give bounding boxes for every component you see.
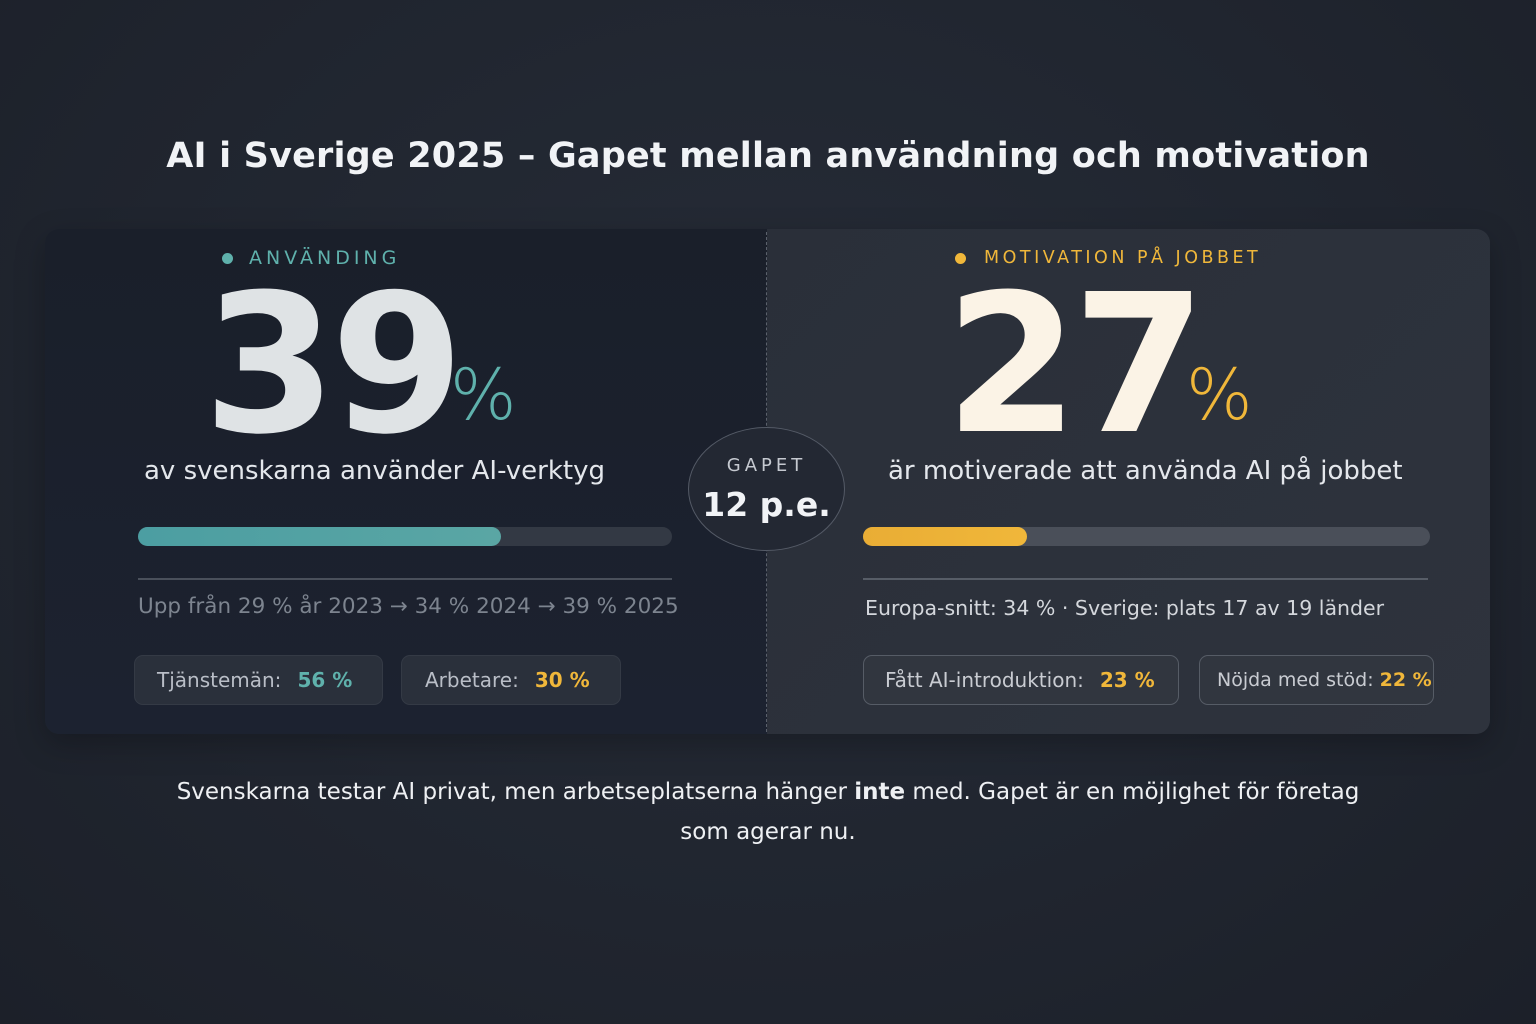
usage-progress-bar — [138, 527, 672, 546]
motivation-label-text: MOTIVATION PÅ JOBBET — [984, 248, 1262, 268]
gap-badge: GAPET 12 p.e. — [688, 427, 845, 551]
footer-line-2: som agerar nu. — [680, 819, 856, 845]
footer-text: Svenskarna testar AI privat, men arbetse… — [176, 779, 855, 805]
usage-description: av svenskarna använder AI-verktyg — [144, 456, 605, 486]
chip-label: Fått AI-introduktion: — [885, 668, 1084, 692]
footer-emphasis: inte — [854, 779, 906, 805]
chip-ai-introduktion: Fått AI-introduktion: 23 % — [863, 655, 1179, 705]
chip-arbetare: Arbetare: 30 % — [401, 655, 621, 705]
comparison-card — [45, 229, 1490, 734]
usage-panel — [45, 229, 767, 734]
motivation-progress-fill — [863, 527, 1028, 546]
usage-percent-sign: % — [450, 354, 517, 436]
usage-progress-fill — [138, 527, 502, 546]
page-title: AI i Sverige 2025 – Gapet mellan användn… — [166, 136, 1370, 176]
motivation-progress-bar — [863, 527, 1430, 546]
chip-value: 23 % — [1099, 668, 1155, 692]
chip-value: 56 % — [297, 668, 353, 692]
chip-tjansteman: Tjänstemän: 56 % — [134, 655, 383, 705]
usage-big-number: 39 — [203, 254, 464, 477]
motivation-big-number: 27 — [945, 254, 1206, 477]
usage-trend-text: Upp från 29 % år 2023 → 34 % 2024 → 39 %… — [138, 594, 679, 619]
gap-label: GAPET — [726, 455, 807, 476]
teal-dot-icon — [222, 252, 233, 264]
chip-nojda-med-stod: Nöjda med stöd: 22 % — [1199, 655, 1434, 705]
motivation-description: är motiverade att använda AI på jobbet — [888, 456, 1403, 486]
motivation-separator — [863, 578, 1428, 580]
motivation-panel — [767, 229, 1490, 734]
motivation-percent-sign: % — [1186, 354, 1253, 436]
motivation-note-text: Europa-snitt: 34 % · Sverige: plats 17 a… — [865, 596, 1385, 620]
amber-dot-icon — [955, 252, 966, 264]
usage-separator — [138, 578, 672, 580]
usage-section-label: ANVÄNDING — [222, 247, 400, 269]
footer-summary: Svenskarna testar AI privat, men arbetse… — [0, 772, 1536, 852]
footer-text: med. Gapet är en möjlighet för företag — [905, 779, 1360, 805]
chip-label: Arbetare: — [425, 668, 519, 692]
chip-value: 30 % — [534, 668, 590, 692]
chip-label: Tjänstemän: — [157, 668, 282, 692]
gap-value: 12 p.e. — [702, 485, 831, 524]
motivation-section-label: MOTIVATION PÅ JOBBET — [955, 248, 1261, 268]
footer-line-1: Svenskarna testar AI privat, men arbetse… — [0, 772, 1536, 812]
chip-label: Nöjda med stöd: — [1217, 669, 1374, 691]
usage-label-text: ANVÄNDING — [249, 247, 401, 269]
chip-value: 22 % — [1379, 669, 1432, 691]
